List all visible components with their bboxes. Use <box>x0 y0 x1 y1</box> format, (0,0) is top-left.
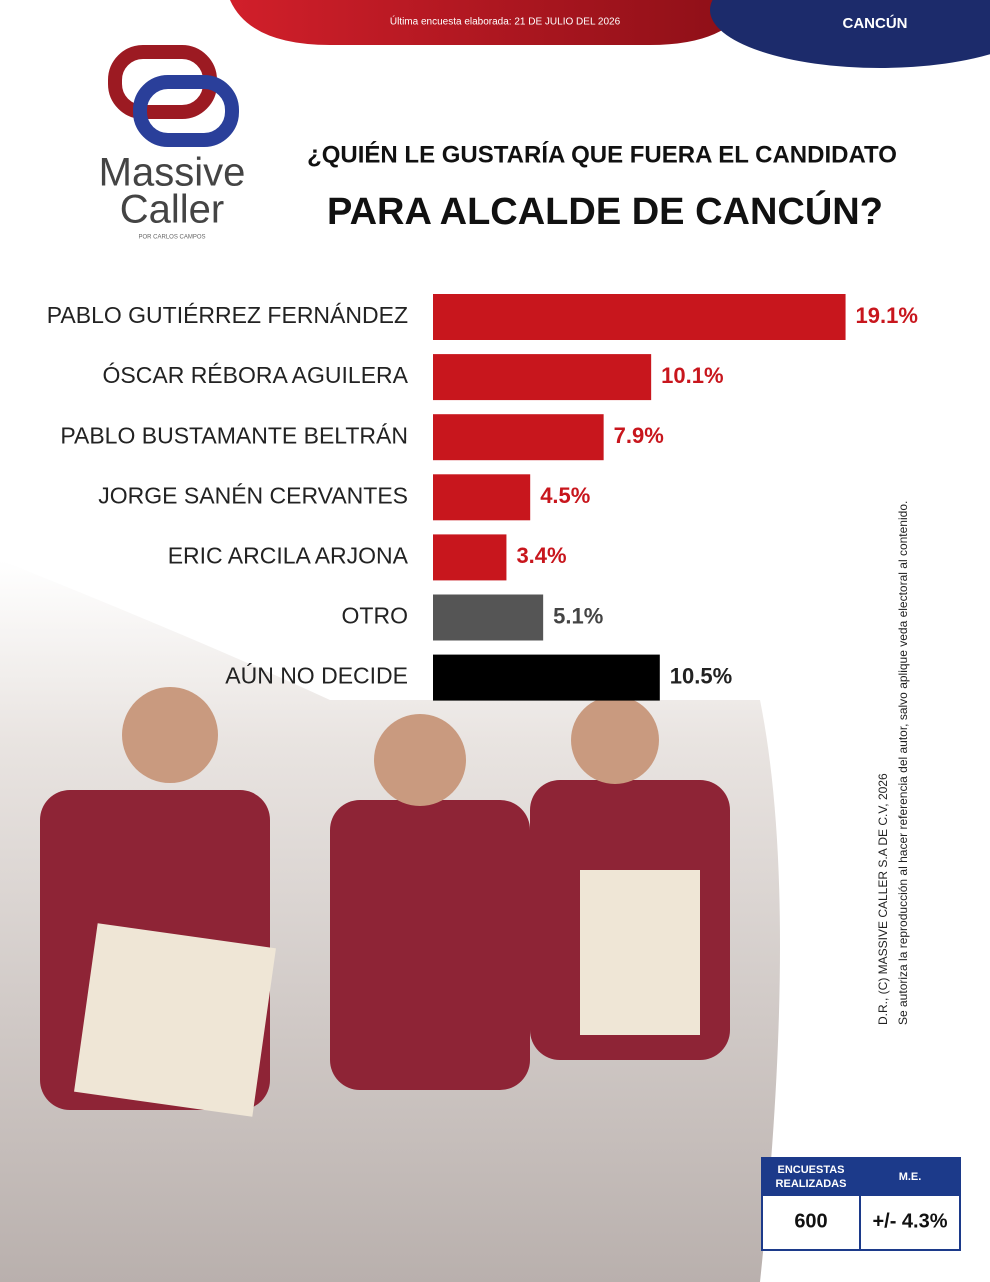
bar <box>433 354 652 401</box>
value-label: 10.5% <box>670 663 732 688</box>
value-label: 5.1% <box>553 603 603 628</box>
category-label: AÚN NO DECIDE <box>225 663 408 689</box>
logo-text: Massive <box>99 151 246 195</box>
top-banner <box>230 0 750 45</box>
category-label: PABLO BUSTAMANTE BELTRÁN <box>60 422 408 448</box>
bar <box>433 294 846 340</box>
chart-title: ¿QUIÉN LE GUSTARÍA QUE FUERA EL CANDIDAT… <box>307 140 897 168</box>
box-header: REALIZADAS <box>776 1178 847 1190</box>
bar <box>433 654 660 701</box>
value-label: 19.1% <box>856 303 918 328</box>
category-label: JORGE SANÉN CERVANTES <box>98 482 408 508</box>
logo-mark <box>108 45 239 147</box>
category-label: ERIC ARCILA ARJONA <box>168 542 409 568</box>
box-value: +/- 4.3% <box>872 1210 947 1232</box>
category-label: OTRO <box>342 603 408 629</box>
survey-date: Última encuesta elaborada: 21 DE JULIO D… <box>390 15 621 28</box>
photo <box>0 560 780 1282</box>
value-label: 10.1% <box>661 363 723 388</box>
category-label: PABLO GUTIÉRREZ FERNÁNDEZ <box>47 302 408 328</box>
copyright-line: Se autoriza la reproducción al hacer ref… <box>896 501 910 1025</box>
survey-box: ENCUESTAS REALIZADAS M.E. 600 +/- 4.3% <box>761 1157 961 1251</box>
location-badge <box>710 0 990 68</box>
value-label: 3.4% <box>516 543 566 568</box>
value-label: 7.9% <box>614 423 664 448</box>
logo-byline: POR CARLOS CAMPOS <box>138 235 205 241</box>
bar <box>433 594 544 641</box>
bar <box>433 414 604 461</box>
logo-text: Caller <box>120 188 224 232</box>
box-header: ENCUESTAS <box>777 1164 844 1176</box>
box-value: 600 <box>794 1210 827 1232</box>
copyright: D.R., (C) MASSIVE CALLER S.A DE C.V, 202… <box>876 501 910 1025</box>
location: CANCÚN <box>843 14 908 32</box>
value-label: 4.5% <box>540 483 590 508</box>
category-label: ÓSCAR RÉBORA AGUILERA <box>103 362 409 388</box>
box-header: M.E. <box>899 1171 922 1183</box>
bar <box>433 534 507 581</box>
copyright-line: D.R., (C) MASSIVE CALLER S.A DE C.V, 202… <box>876 773 890 1025</box>
chart-subtitle: PARA ALCALDE DE CANCÚN? <box>327 189 883 233</box>
bar <box>433 474 531 521</box>
